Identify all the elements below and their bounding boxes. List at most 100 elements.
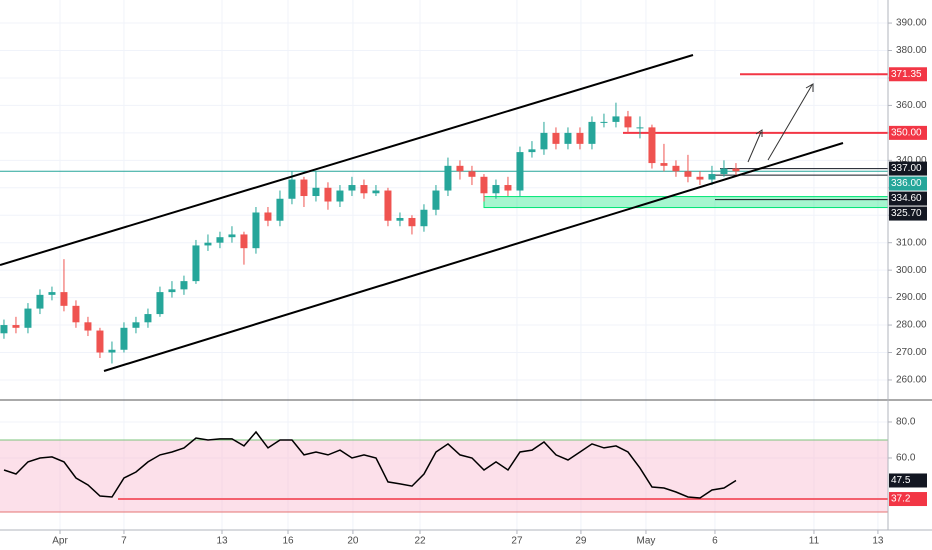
candle-body [720, 168, 728, 175]
y-tick-label: 310.00 [896, 237, 927, 248]
level-label-bg [889, 161, 927, 176]
y-tick-label: 260.00 [896, 375, 927, 386]
candle-body [60, 292, 68, 306]
support-zone [483, 196, 889, 209]
candle-body [144, 314, 152, 323]
rsi-band [0, 439, 888, 512]
candle-body [84, 322, 92, 331]
x-tick-label: 13 [872, 536, 884, 547]
candle-body [552, 132, 560, 144]
labels: 260.00270.00280.00290.00300.00310.00320.… [52, 18, 927, 547]
candle-body [732, 168, 740, 172]
rsi-level-label-bg [889, 492, 927, 507]
y-tick-label: 380.00 [896, 45, 927, 56]
candle-body [492, 185, 500, 194]
rsi-last-value-bg [889, 473, 927, 488]
candle-body [240, 234, 248, 249]
candle-body [24, 308, 32, 328]
x-tick-label: 27 [511, 536, 523, 547]
channel-upper [0, 54, 694, 266]
candle-body [540, 132, 548, 150]
candle-body [696, 176, 704, 180]
candle-body [612, 116, 620, 122]
candle-body [528, 149, 536, 153]
y-tick-label: 290.00 [896, 292, 927, 303]
level-label-bg [889, 191, 927, 206]
candle-body [180, 281, 188, 290]
candle-body [684, 171, 692, 177]
candle-body [312, 187, 320, 197]
rsi-level-label: 37.2 [891, 494, 911, 505]
y-tick-label: 300.00 [896, 265, 927, 276]
arrow-short [747, 131, 762, 163]
arrow-long-head [805, 83, 814, 92]
candle-body [708, 174, 716, 180]
level-label: 336.00 [891, 178, 922, 189]
y-tick-label: 60.0 [896, 453, 916, 464]
candle-body [396, 217, 404, 221]
candle-body [384, 190, 392, 221]
level-label: 334.60 [891, 193, 922, 204]
candle-body [636, 127, 644, 129]
x-tick-label: 6 [712, 536, 718, 547]
candle-body [264, 212, 272, 221]
marks [0, 102, 740, 499]
candle-body [252, 212, 260, 249]
candle-body [600, 121, 608, 123]
candle-body [576, 132, 584, 144]
level-label: 325.70 [891, 208, 922, 219]
x-tick-label: 29 [575, 536, 587, 547]
x-tick-label: 7 [121, 536, 127, 547]
candle-body [132, 322, 140, 328]
level-label: 350.00 [891, 128, 922, 139]
rsi-last-value: 47.5 [891, 475, 911, 486]
candle-body [456, 165, 464, 172]
arrow-short-head [755, 129, 763, 137]
level-label-bg [889, 67, 927, 82]
candle-body [216, 237, 224, 243]
x-tick-label: 16 [282, 536, 294, 547]
level-label: 371.35 [891, 69, 922, 80]
rsi-line [3, 430, 737, 499]
candle-body [588, 121, 596, 144]
arrow-long [767, 84, 813, 161]
candle-body [96, 330, 104, 353]
candle-body [48, 292, 56, 295]
candle-body [120, 327, 128, 350]
candle-body [420, 209, 428, 227]
candle-body [468, 171, 476, 177]
candle-body [408, 217, 416, 227]
candle-body [444, 165, 452, 191]
y-tick-label: 360.00 [896, 100, 927, 111]
level-label-bg [889, 125, 927, 140]
candle-body [0, 325, 8, 334]
y-tick-label: 270.00 [896, 347, 927, 358]
x-tick-label: 11 [809, 536, 820, 547]
candle-body [660, 163, 668, 166]
candle-body [672, 165, 680, 172]
candle-body [156, 292, 164, 315]
candle-body [300, 179, 308, 197]
x-tick-label: 22 [414, 536, 426, 547]
candle-body [36, 294, 44, 309]
candle-body [108, 349, 116, 353]
candle-body [648, 127, 656, 164]
candle-body [360, 185, 368, 194]
candle-body [72, 305, 80, 323]
candle-body [324, 187, 332, 202]
candle-body [12, 325, 20, 328]
candle-body [480, 176, 488, 194]
candle-body [336, 190, 344, 202]
candle-body [624, 116, 632, 128]
level-label-bg [889, 176, 927, 191]
candle-body [564, 132, 572, 144]
candle-body [204, 242, 212, 246]
y-tick-label: 340.00 [896, 155, 927, 166]
level-label-bg [889, 206, 927, 221]
x-tick-label: 20 [347, 536, 359, 547]
candle-body [276, 198, 284, 221]
candle-body [192, 245, 200, 282]
candle-body [168, 289, 176, 293]
y-tick-label: 80.0 [896, 417, 916, 428]
